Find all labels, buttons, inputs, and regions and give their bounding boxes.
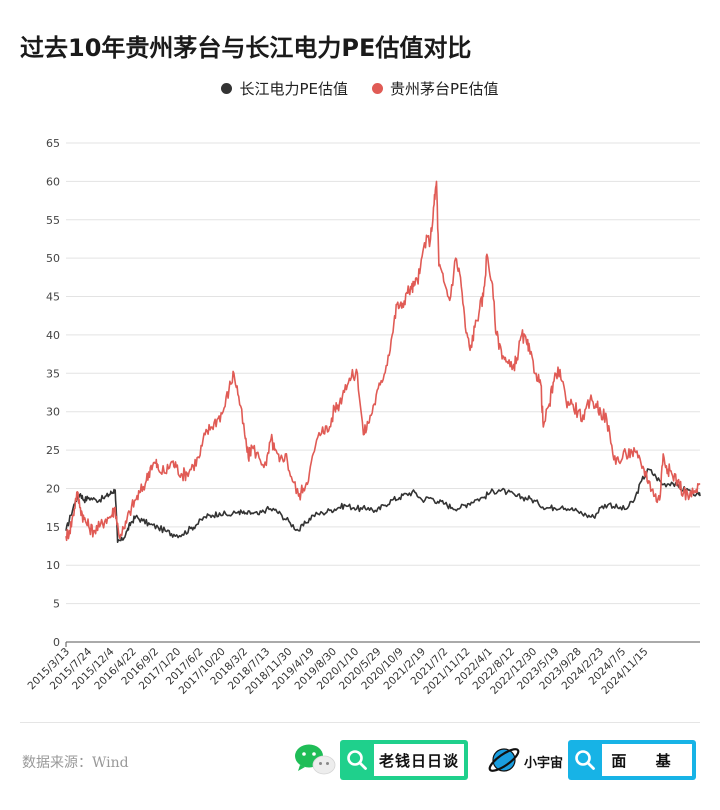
legend-label: 长江电力PE估值 [239, 80, 348, 98]
search-icon [568, 740, 602, 780]
search-box-laoqian[interactable]: 老钱日日谈 [340, 740, 468, 780]
series-line-1 [65, 180, 701, 542]
y-tick-label: 15 [46, 521, 60, 534]
brand-label-laoqian: 老钱日日谈 [374, 744, 464, 776]
line-chart: 051015202530354045505560652015/3/132015/… [26, 137, 701, 697]
brand-label-mianji: 面 基 [602, 744, 692, 776]
y-tick-label: 40 [46, 329, 60, 342]
legend-marker [221, 83, 233, 94]
y-tick-label: 60 [46, 175, 60, 188]
series-line-0 [65, 468, 701, 543]
y-tick-label: 10 [46, 559, 60, 572]
y-tick-label: 50 [46, 252, 60, 265]
legend-label: 贵州茅台PE估值 [390, 80, 499, 98]
y-tick-label: 5 [53, 598, 60, 611]
footer-divider [20, 722, 700, 723]
legend-item-series-0: 长江电力PE估值 [221, 78, 348, 99]
y-tick-label: 0 [53, 636, 60, 649]
wechat-icon [295, 744, 336, 775]
data-source: 数据来源：Wind [22, 755, 129, 771]
y-tick-label: 35 [46, 367, 60, 380]
y-tick-label: 30 [46, 406, 60, 419]
search-box-mianji[interactable]: 面 基 [568, 740, 696, 780]
y-tick-label: 45 [46, 291, 60, 304]
legend-item-series-1: 贵州茅台PE估值 [372, 78, 499, 99]
brand-name-xiaoyuzhou: 小宇宙 [524, 756, 564, 771]
legend-marker [372, 83, 383, 94]
y-tick-label: 55 [46, 214, 60, 227]
y-tick-label: 25 [46, 444, 60, 457]
chart-legend: 长江电力PE估值 贵州茅台PE估值 [0, 78, 720, 99]
chart-title: 过去10年贵州茅台与长江电力PE估值对比 [20, 34, 472, 62]
search-icon [340, 740, 374, 780]
planet-icon [488, 748, 520, 772]
y-tick-label: 20 [46, 482, 60, 495]
y-tick-label: 65 [46, 137, 60, 150]
